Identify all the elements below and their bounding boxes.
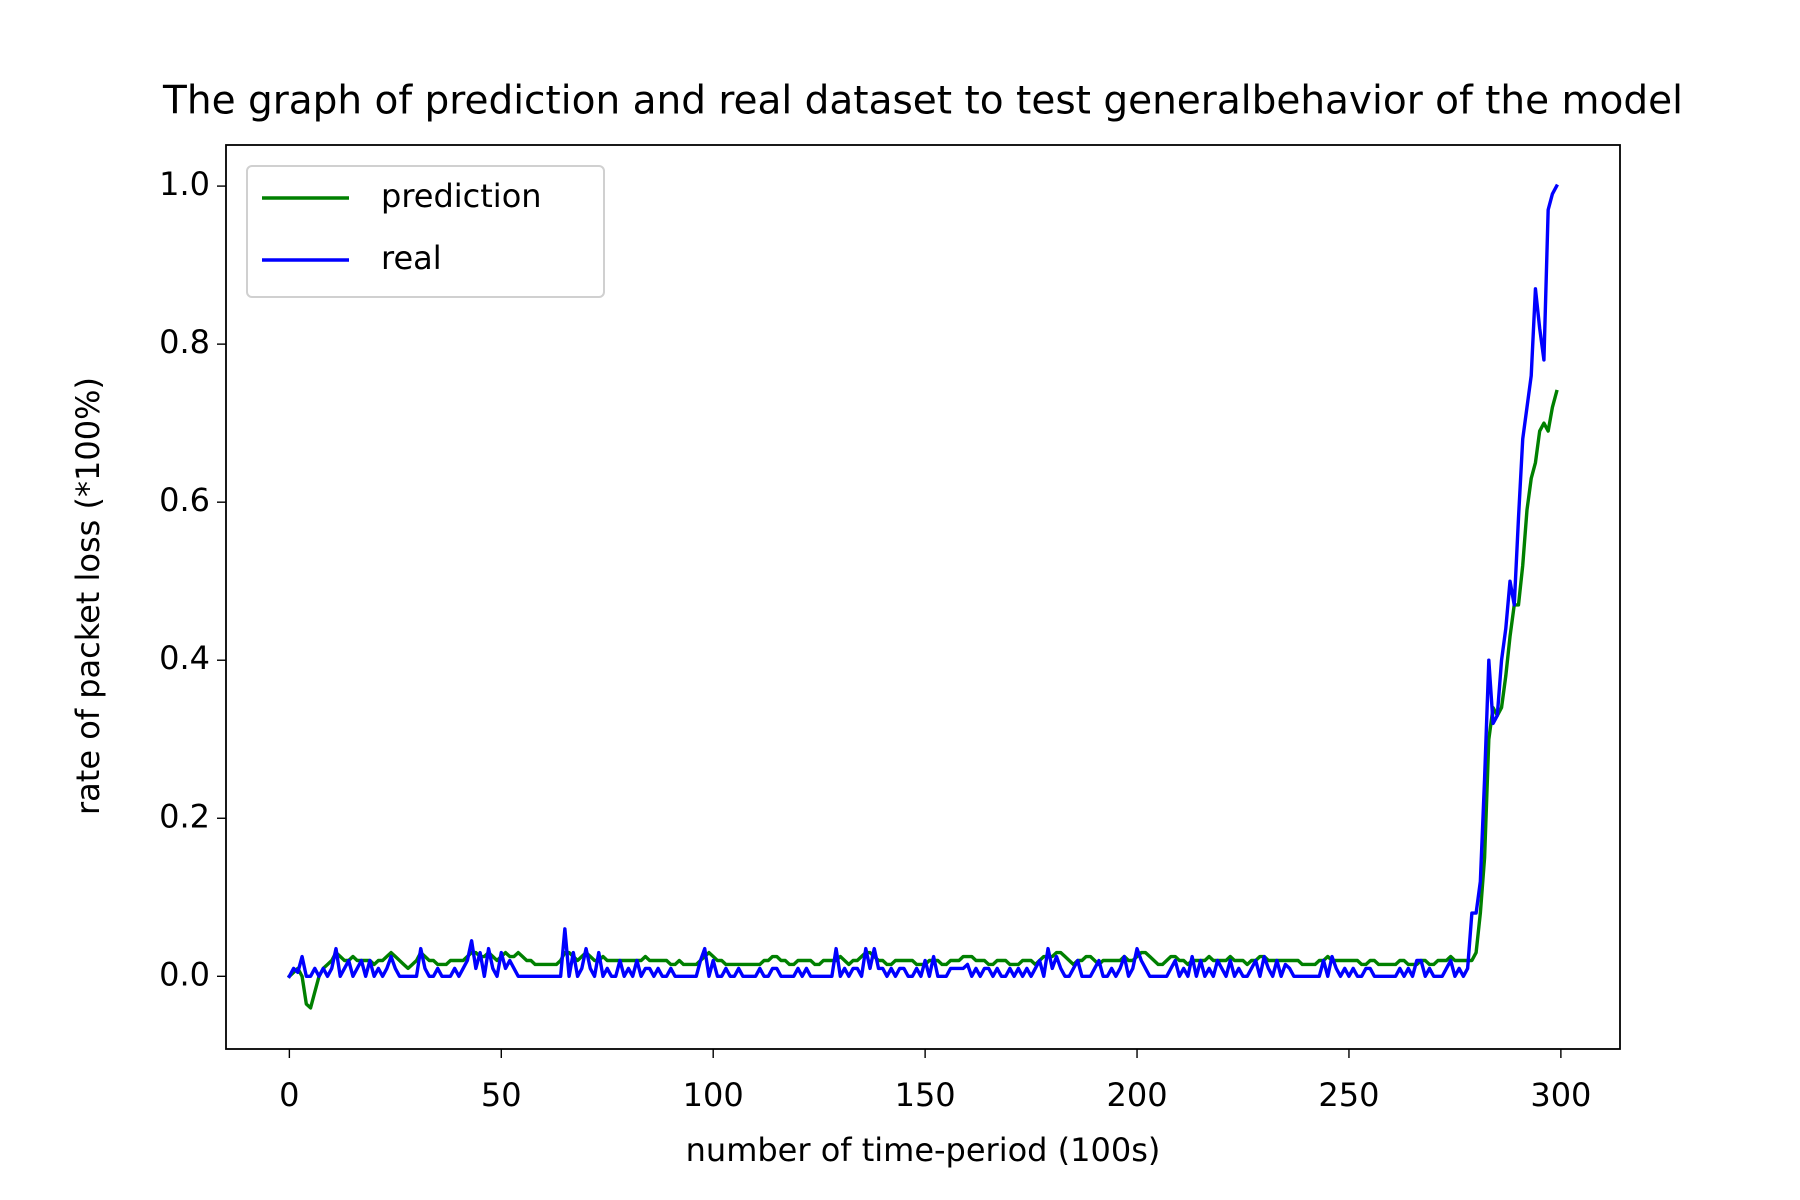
data-line	[286, 389, 1559, 1010]
plot-frame	[225, 144, 1621, 1050]
x-tick-label: 150	[895, 1076, 956, 1114]
y-axis-label: rate of packet loss (*100%)	[69, 377, 107, 815]
chart-title: The graph of prediction and real dataset…	[162, 79, 1683, 124]
legend-label: real	[381, 239, 442, 277]
x-tick-label: 250	[1318, 1076, 1379, 1114]
x-tick-label: 300	[1530, 1076, 1591, 1114]
y-tick-label: 1.0	[159, 165, 210, 203]
y-tick-label: 0.2	[159, 797, 210, 835]
legend-label: prediction	[381, 177, 542, 215]
data-line	[287, 183, 1559, 979]
y-tick-label: 0.6	[159, 481, 210, 519]
y-tick-label: 0.0	[159, 955, 210, 993]
y-tick-label: 0.4	[159, 639, 210, 677]
y-tick-label: 0.8	[159, 323, 210, 361]
x-tick-label: 200	[1106, 1076, 1167, 1114]
x-tick-label: 0	[279, 1076, 299, 1114]
x-tick-label: 50	[481, 1076, 522, 1114]
x-tick-label: 100	[683, 1076, 744, 1114]
x-axis-label: number of time-period (100s)	[686, 1131, 1161, 1169]
